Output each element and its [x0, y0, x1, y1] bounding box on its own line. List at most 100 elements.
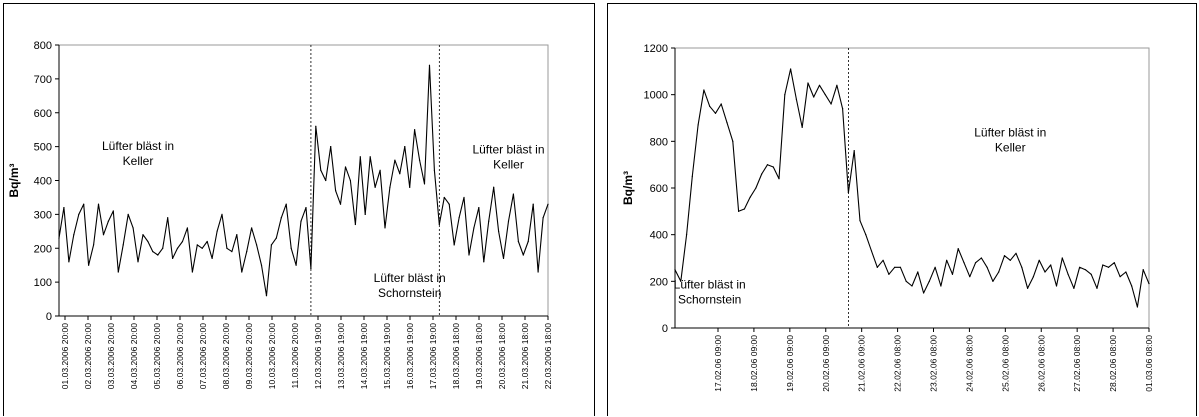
- data-point: [1038, 259, 1040, 261]
- data-point: [246, 251, 248, 253]
- data-point: [97, 203, 100, 205]
- data-point: [761, 173, 763, 175]
- data-point: [418, 159, 421, 161]
- data-point: [285, 203, 287, 205]
- data-point: [78, 213, 80, 215]
- data-point: [963, 262, 965, 264]
- x-tick-label: 27.02.06 08:00: [1072, 335, 1082, 392]
- data-point: [364, 213, 366, 215]
- data-point: [934, 266, 936, 268]
- data-point: [58, 237, 60, 239]
- data-point: [453, 244, 455, 246]
- data-point: [92, 244, 95, 246]
- data-point: [157, 254, 159, 256]
- data-point: [980, 257, 982, 259]
- data-point: [162, 247, 164, 249]
- data-point: [112, 210, 114, 212]
- data-point: [221, 213, 223, 215]
- chart-panel-left: 0 100 200 300 400 500 600 700 800 Bq/m³ 01.03.2006…: [3, 3, 595, 416]
- x-tick-label: 23.02.06 08:00: [929, 335, 939, 392]
- x-tick-label: 17.02.06 09:00: [713, 335, 723, 392]
- data-point: [790, 68, 792, 70]
- data-point: [911, 285, 913, 287]
- data-point: [1015, 252, 1017, 254]
- data-point: [270, 244, 272, 246]
- data-point: [1061, 257, 1063, 259]
- data-point: [443, 196, 445, 199]
- data-point: [1125, 271, 1127, 273]
- x-tick-label: 19.02.06 09:00: [785, 335, 795, 392]
- data-point: [755, 187, 757, 189]
- annotation-text: Lüfter bläst in Keller: [102, 139, 174, 168]
- x-tick-label: 22.03.2006 18:00: [543, 323, 553, 389]
- x-tick-label: 18.02.06 09:00: [749, 335, 759, 392]
- data-point: [847, 192, 850, 194]
- y-tick-label: 400: [34, 176, 52, 188]
- annotation-line: Schornstein: [678, 292, 741, 306]
- data-point: [122, 244, 124, 246]
- annotation-text: Lüfter bläst in Keller: [472, 142, 544, 171]
- data-point: [191, 271, 193, 273]
- x-tick-label: 09.03.2006 20:00: [244, 323, 254, 389]
- data-point: [211, 257, 213, 260]
- data-point: [1119, 276, 1121, 278]
- data-point: [359, 156, 361, 158]
- x-tick-label: 01.03.2006 20:00: [60, 323, 70, 389]
- data-point: [374, 186, 376, 188]
- x-tick-label: 20.03.2006 18:00: [497, 323, 507, 389]
- data-point: [349, 179, 352, 182]
- data-point: [685, 234, 688, 236]
- data-point: [1079, 266, 1081, 268]
- data-point: [1090, 273, 1092, 275]
- y-tick-label: 100: [34, 277, 52, 289]
- x-tick-label: 26.02.06 08:00: [1036, 335, 1046, 392]
- y-tick-label: 800: [650, 136, 668, 148]
- data-point: [379, 169, 381, 171]
- data-point: [265, 295, 268, 297]
- data-point: [870, 250, 873, 252]
- y-tick-label: 600: [650, 183, 668, 195]
- y-tick-label: 500: [34, 142, 52, 154]
- data-point: [83, 203, 85, 205]
- x-tick-label: 24.02.06 08:00: [964, 335, 974, 392]
- data-point: [969, 276, 971, 278]
- data-point: [737, 210, 740, 212]
- data-point: [743, 208, 745, 210]
- data-point: [181, 240, 184, 243]
- y-tick-label: 200: [34, 243, 52, 255]
- data-point: [876, 266, 878, 268]
- data-point: [369, 156, 371, 158]
- line-chart-right: 0 200 400 600 800 1000 1200 Bq/m³ 17.02.06 09:00…: [621, 43, 1154, 392]
- annotation-text: Lüfter bläst in Schornstein: [674, 277, 746, 306]
- data-point: [1113, 262, 1115, 264]
- data-point: [438, 223, 440, 226]
- data-point: [226, 247, 228, 249]
- y-tick-label: 600: [34, 108, 52, 120]
- data-point: [152, 251, 154, 253]
- data-point: [216, 230, 218, 232]
- data-point: [404, 146, 406, 148]
- data-point: [888, 273, 890, 275]
- data-point: [517, 240, 519, 243]
- annotation-text: Lüfter bläst in Schornstein: [374, 271, 446, 300]
- data-point: [853, 150, 855, 152]
- data-point: [142, 234, 144, 236]
- data-point: [946, 259, 948, 261]
- data-point: [1136, 306, 1139, 308]
- data-point: [894, 266, 896, 268]
- x-tick-label: 11.03.2006 20:00: [290, 323, 300, 389]
- y-axis-title: Bq/m³: [621, 171, 635, 205]
- data-point: [842, 108, 844, 110]
- data-point: [241, 271, 243, 273]
- data-point: [68, 261, 70, 263]
- x-tick-label: 19.03.2006 18:00: [474, 323, 484, 389]
- x-tick-label: 28.02.06 08:00: [1108, 335, 1118, 392]
- data-point: [703, 89, 705, 91]
- data-point: [458, 217, 460, 219]
- y-tick-label: 800: [34, 40, 52, 52]
- y-tick-label: 700: [34, 74, 52, 86]
- x-tick-label: 18.03.2006 18:00: [451, 323, 461, 389]
- annotation-line: Schornstein: [378, 286, 441, 300]
- data-point: [1055, 285, 1058, 287]
- data-point: [305, 207, 307, 209]
